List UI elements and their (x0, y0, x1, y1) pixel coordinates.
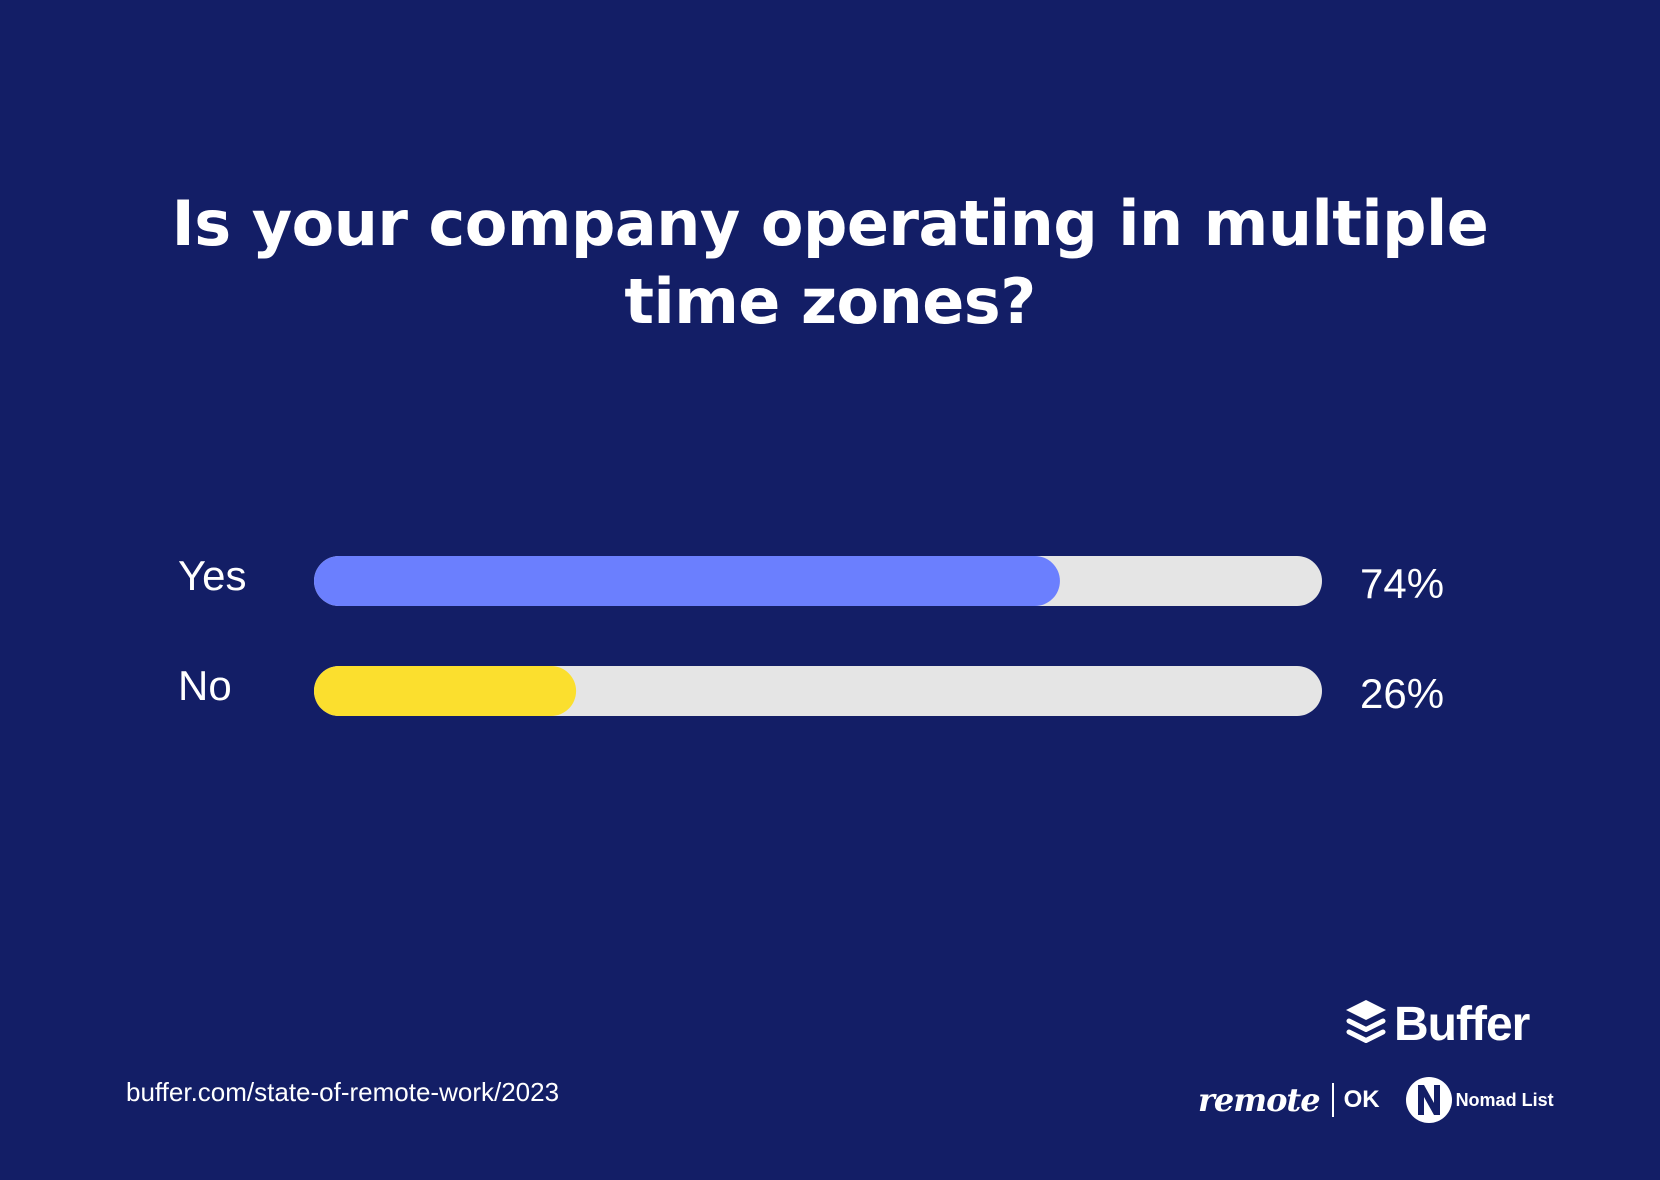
buffer-stack-icon (1346, 1000, 1386, 1043)
category-label-yes: Yes (178, 552, 247, 599)
bar-yes (314, 556, 1060, 606)
chart-title: Is your company operating in multiple ti… (130, 185, 1530, 341)
chart-title-line-2: time zones? (624, 264, 1036, 338)
ok-wordmark: OK (1343, 1086, 1380, 1113)
source-url: buffer.com/state-of-remote-work/2023 (126, 1077, 560, 1107)
chart-title-line-1: Is your company operating in multiple (171, 186, 1489, 260)
value-label-yes: 74% (1360, 560, 1444, 607)
bar-no (314, 666, 577, 716)
logo-divider (1331, 1083, 1334, 1117)
buffer-wordmark: Buffer (1394, 997, 1530, 1051)
buffer-logo: Buffer (1346, 996, 1530, 1052)
nomad-list-wordmark: Nomad List (1455, 1089, 1554, 1110)
nomad-list-icon (1405, 1077, 1452, 1123)
partner-logos: remote OK Nomad List (1198, 1075, 1554, 1125)
value-label-no: 26% (1360, 670, 1444, 717)
category-label-no: No (178, 662, 232, 709)
remote-ok-wordmark: remote (1198, 1081, 1321, 1119)
